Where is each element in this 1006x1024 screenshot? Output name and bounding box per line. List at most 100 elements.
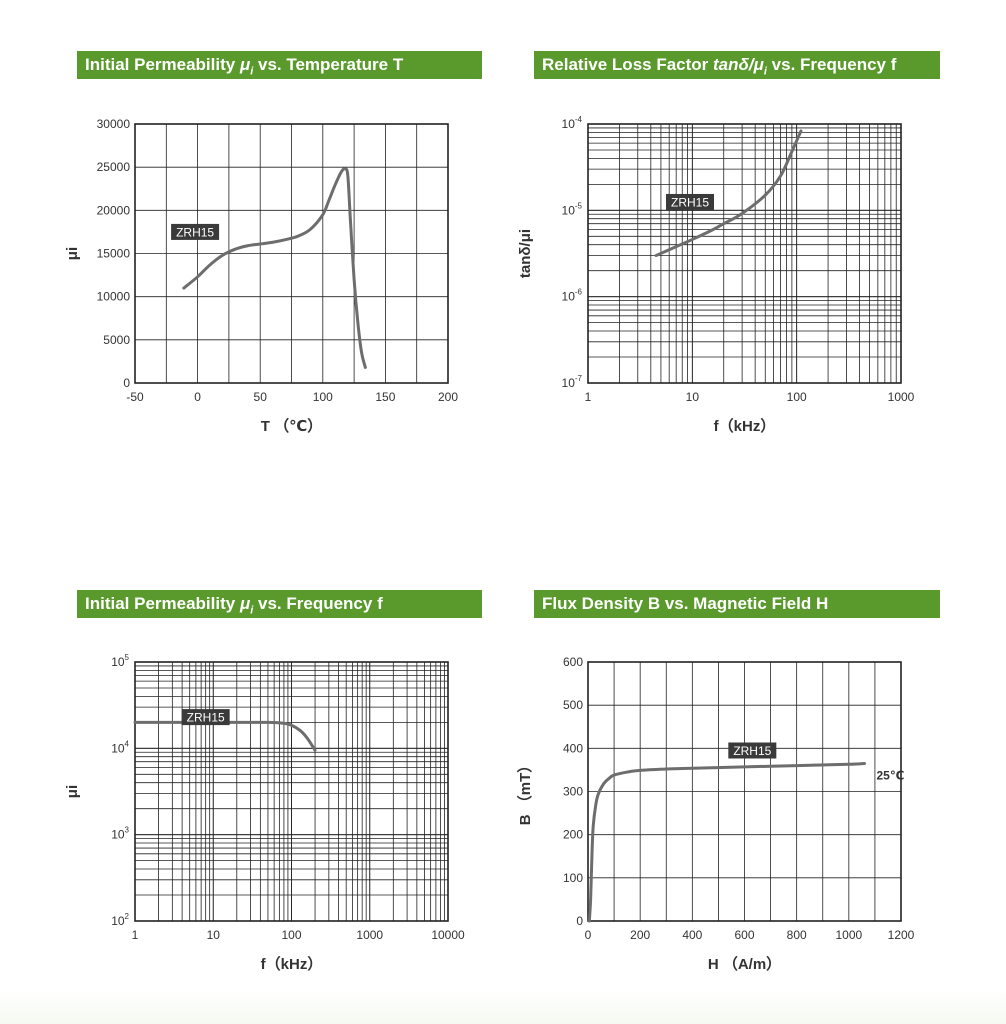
y-tick-label: 0 xyxy=(576,914,583,928)
series-line xyxy=(654,129,803,257)
y-tick-label: 500 xyxy=(563,698,583,712)
y-tick-label: 10-5 xyxy=(562,201,583,217)
title-text: vs. Temperature xyxy=(253,55,393,74)
x-tick-label: 600 xyxy=(734,928,754,942)
x-tick-label: 800 xyxy=(787,928,807,942)
x-tick-label: 400 xyxy=(682,928,702,942)
x-tick-label: 100 xyxy=(313,390,333,404)
title-symbol: tanδ/μ xyxy=(713,55,764,74)
x-tick-label: 150 xyxy=(375,390,395,404)
title-variable: f xyxy=(377,594,383,613)
x-tick-label: 10000 xyxy=(431,928,465,942)
y-axis-label: B （mT） xyxy=(516,758,534,826)
x-tick-label: 0 xyxy=(585,928,592,942)
x-tick-label: 100 xyxy=(281,928,301,942)
series-label-box xyxy=(181,709,230,726)
grid-lines xyxy=(587,123,902,384)
chart-title-temp: Initial Permeability μi vs. Temperature … xyxy=(77,51,482,79)
grid-lines xyxy=(134,661,449,922)
y-axis-label: tanδ/μi xyxy=(517,229,534,278)
y-tick-label: 10-4 xyxy=(562,115,583,131)
title-variable: f xyxy=(890,55,897,74)
x-tick-label: 1000 xyxy=(835,928,862,942)
x-tick-label: 1 xyxy=(585,390,592,404)
x-tick-label: 100 xyxy=(787,390,807,404)
title-text: Initial Permeability xyxy=(85,594,240,613)
plot-frame xyxy=(587,123,902,384)
y-tick-label: 600 xyxy=(563,655,583,669)
y-tick-label: 10000 xyxy=(97,290,131,304)
y-tick-label: 104 xyxy=(111,739,129,755)
temperature-annotation: 25℃ xyxy=(876,768,904,782)
y-tick-label: 103 xyxy=(111,826,129,842)
chart-title-loss: Relative Loss Factor tanδ/μi vs. Frequen… xyxy=(534,51,940,79)
series-label-box xyxy=(728,742,777,759)
title-variable: H xyxy=(815,594,829,613)
y-tick-label: 10-7 xyxy=(562,374,583,390)
series-label: ZRH15 xyxy=(176,225,214,239)
y-tick-label: 200 xyxy=(563,828,583,842)
x-tick-label: 1 xyxy=(132,928,139,942)
plot-frame xyxy=(134,123,449,384)
y-tick-label: 20000 xyxy=(97,203,131,217)
plot-frame xyxy=(134,661,449,922)
chart-1: 1 10 100 1000 10-7 10-6 10-5 10-4 f（kHz） tanδ/μi Z… xyxy=(517,115,915,435)
x-tick-label: 10 xyxy=(207,928,221,942)
x-tick-label: 200 xyxy=(630,928,650,942)
x-tick-label: 1000 xyxy=(356,928,383,942)
y-tick-label: 400 xyxy=(563,741,583,755)
grid-lines xyxy=(134,123,449,384)
x-tick-label: 200 xyxy=(438,390,458,404)
series-label: ZRH15 xyxy=(187,711,225,725)
title-symbol: μ xyxy=(239,594,251,613)
chart-2: 1 10 100 1000 10000 102 103 104 105 f（kHz） μi ZRH15 xyxy=(64,653,465,973)
bottom-fade xyxy=(0,990,1006,1024)
series-label: ZRH15 xyxy=(733,744,771,758)
x-axis-label: f（kHz） xyxy=(714,417,776,435)
y-tick-label: 300 xyxy=(563,785,583,799)
plot-frame xyxy=(587,661,902,922)
title-text: Flux Density xyxy=(542,594,648,613)
series-label: ZRH15 xyxy=(671,195,709,209)
x-tick-label: 0 xyxy=(194,390,201,404)
y-axis-label: μi xyxy=(64,785,81,798)
x-tick-label: 10 xyxy=(686,390,700,404)
x-tick-label: 1000 xyxy=(888,390,915,404)
x-axis-label: T （℃） xyxy=(261,417,323,435)
y-tick-label: 100 xyxy=(563,871,583,885)
title-text: Initial Permeability xyxy=(85,55,240,74)
title-variable: T xyxy=(392,55,404,74)
x-tick-label: 1200 xyxy=(888,928,915,942)
y-tick-label: 105 xyxy=(111,653,129,669)
chart-3: 0 200 400 600 800 1000 1200 0 100 200 300 400 500 600… xyxy=(516,655,915,973)
title-subscript: i xyxy=(763,65,767,78)
title-text: vs. Magnetic Field xyxy=(660,594,816,613)
series-label-box xyxy=(666,193,715,210)
y-tick-label: 25000 xyxy=(97,160,131,174)
chart-title-bh: Flux Density B vs. Magnetic Field H xyxy=(534,590,940,618)
chart-title-freq: Initial Permeability μi vs. Frequency f xyxy=(77,590,482,618)
y-tick-label: 5000 xyxy=(103,333,130,347)
x-tick-label: -50 xyxy=(126,390,144,404)
title-subscript: i xyxy=(250,65,254,78)
x-tick-label: 50 xyxy=(254,390,268,404)
title-text: vs. Frequency xyxy=(766,55,891,74)
x-axis-label: H （A/m） xyxy=(708,955,781,973)
y-tick-label: 0 xyxy=(123,376,130,390)
series-line xyxy=(182,167,367,369)
series-label-box xyxy=(171,223,220,240)
y-tick-label: 10-6 xyxy=(562,288,583,304)
y-tick-label: 15000 xyxy=(97,247,131,261)
title-text: Relative Loss Factor xyxy=(542,55,714,74)
title-text: vs. Frequency xyxy=(253,594,378,613)
grid-lines xyxy=(587,661,902,922)
title-subscript: i xyxy=(250,604,254,617)
y-axis-label: μi xyxy=(64,247,81,260)
y-tick-label: 102 xyxy=(111,912,129,928)
series-line xyxy=(587,761,866,923)
chart-0: -50 0 50 100 150 2000500010000150002000025000… xyxy=(64,117,458,435)
title-variable: B xyxy=(647,594,661,613)
x-axis-label: f（kHz） xyxy=(261,955,323,973)
title-symbol: μ xyxy=(239,55,251,74)
